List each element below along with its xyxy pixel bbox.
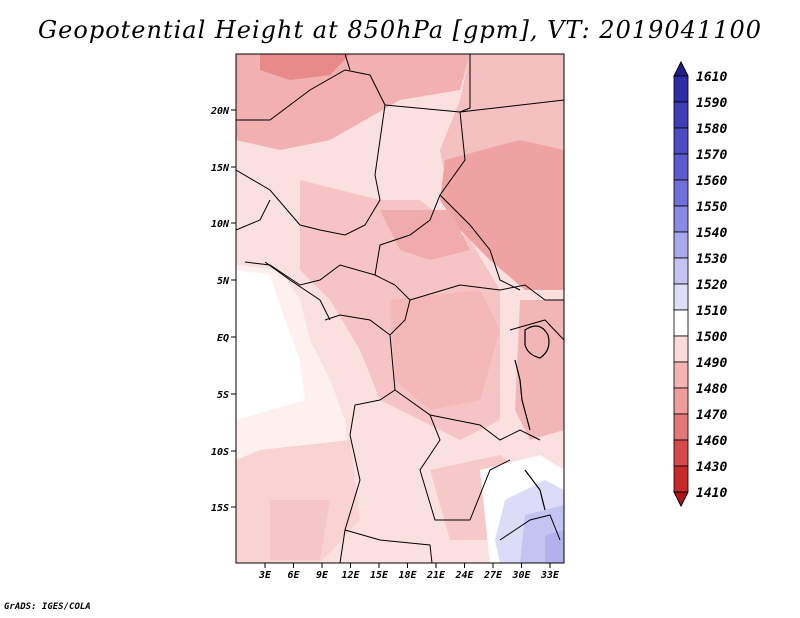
colorbar-label: 1560 (696, 174, 727, 189)
lon-tick-label: 27E (483, 570, 503, 581)
country-borders (236, 54, 564, 563)
lat-tick-label: 15N (211, 163, 230, 174)
colorbar-segment (673, 153, 689, 181)
colorbar-segment (673, 257, 689, 285)
colorbar-label: 1490 (696, 356, 727, 371)
colorbar-label: 1460 (696, 434, 727, 449)
colorbar-segment (673, 101, 689, 129)
colorbar-segment (673, 179, 689, 207)
lat-tick-label: 10S (211, 447, 229, 458)
colorbar-label: 1430 (696, 460, 727, 475)
colorbar-label: 1590 (696, 96, 727, 111)
colorbar-segment (673, 387, 689, 415)
lon-tick-label: 24E (454, 570, 474, 581)
colorbar-label: 1580 (696, 122, 727, 137)
colorbar-label: 1610 (696, 70, 727, 85)
colorbar-segment (673, 75, 689, 103)
map-title: Geopotential Height at 850hPa [gpm], VT:… (38, 16, 762, 44)
colorbar-segment (673, 361, 689, 389)
lon-tick-label: 33E (540, 570, 560, 581)
lon-tick-label: 21E (426, 570, 446, 581)
colorbar-label: 1500 (696, 330, 727, 345)
longitude-axis: 3E 6E 9E 12E 15E 18E 21E 24E 27E 30E 33E (258, 563, 560, 581)
colorbar-bottom-arrow (673, 491, 689, 508)
lat-tick-label: EQ (217, 333, 229, 344)
lat-tick-label: 10N (211, 219, 230, 230)
colorbar-label: 1510 (696, 304, 727, 319)
lon-tick-label: 30E (511, 570, 531, 581)
lon-tick-label: 9E (316, 570, 329, 581)
height-field (236, 54, 564, 563)
colorbar-label: 1530 (696, 252, 727, 267)
colorbar-segment (673, 465, 689, 493)
colorbar-label: 1540 (696, 226, 727, 241)
map-frame (235, 53, 565, 564)
colorbar-top-arrow (673, 60, 689, 77)
colorbar-label: 1410 (696, 486, 727, 501)
colorbar-segment (673, 309, 689, 337)
lon-tick-label: 3E (258, 570, 272, 581)
colorbar: 1610 1590 1580 1570 1560 1550 1540 1530 1520 1510… (673, 60, 727, 508)
latitude-axis: 20N 15N 10N 5N EQ 5S 10S 15S (210, 106, 236, 514)
colorbar-segment (673, 127, 689, 155)
colorbar-segment (673, 205, 689, 233)
colorbar-segment (673, 231, 689, 259)
colorbar-label: 1550 (696, 200, 727, 215)
colorbar-label: 1570 (696, 148, 727, 163)
lon-tick-label: 15E (370, 570, 389, 581)
colorbar-segment (673, 413, 689, 441)
colorbar-label: 1470 (696, 408, 727, 423)
lon-tick-label: 18E (398, 570, 417, 581)
colorbar-label: 1520 (696, 278, 727, 293)
lon-tick-label: 6E (287, 570, 300, 581)
colorbar-label: 1480 (696, 382, 727, 397)
lat-tick-label: 20N (210, 106, 230, 117)
lat-tick-label: 15S (211, 503, 229, 514)
lakes (514, 325, 550, 511)
lat-tick-label: 5S (217, 390, 229, 401)
lon-tick-label: 12E (341, 570, 360, 581)
lat-tick-label: 5N (217, 276, 230, 287)
grads-credit: GrADS: IGES/COLA (4, 602, 91, 612)
colorbar-segment (673, 335, 689, 363)
colorbar-segment (673, 283, 689, 311)
colorbar-segment (673, 439, 689, 467)
